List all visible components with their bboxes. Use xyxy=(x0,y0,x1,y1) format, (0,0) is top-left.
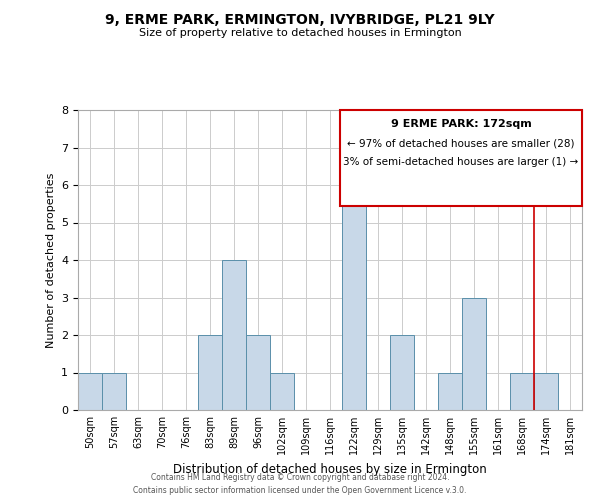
Bar xyxy=(246,335,270,410)
Bar xyxy=(342,148,366,410)
Text: Size of property relative to detached houses in Ermington: Size of property relative to detached ho… xyxy=(139,28,461,38)
Text: Contains public sector information licensed under the Open Government Licence v.: Contains public sector information licen… xyxy=(133,486,467,495)
Bar xyxy=(510,372,534,410)
Y-axis label: Number of detached properties: Number of detached properties xyxy=(46,172,56,348)
Bar xyxy=(390,335,414,410)
Bar xyxy=(270,372,294,410)
Text: 9 ERME PARK: 172sqm: 9 ERME PARK: 172sqm xyxy=(391,119,532,129)
Bar xyxy=(78,372,102,410)
Bar xyxy=(198,335,222,410)
Text: 9, ERME PARK, ERMINGTON, IVYBRIDGE, PL21 9LY: 9, ERME PARK, ERMINGTON, IVYBRIDGE, PL21… xyxy=(105,12,495,26)
Bar xyxy=(102,372,126,410)
Text: Contains HM Land Registry data © Crown copyright and database right 2024.: Contains HM Land Registry data © Crown c… xyxy=(151,472,449,482)
X-axis label: Distribution of detached houses by size in Ermington: Distribution of detached houses by size … xyxy=(173,462,487,475)
Bar xyxy=(534,372,558,410)
Bar xyxy=(438,372,462,410)
Text: 3% of semi-detached houses are larger (1) →: 3% of semi-detached houses are larger (1… xyxy=(343,157,578,167)
Bar xyxy=(222,260,246,410)
Text: ← 97% of detached houses are smaller (28): ← 97% of detached houses are smaller (28… xyxy=(347,138,575,148)
Bar xyxy=(462,298,486,410)
